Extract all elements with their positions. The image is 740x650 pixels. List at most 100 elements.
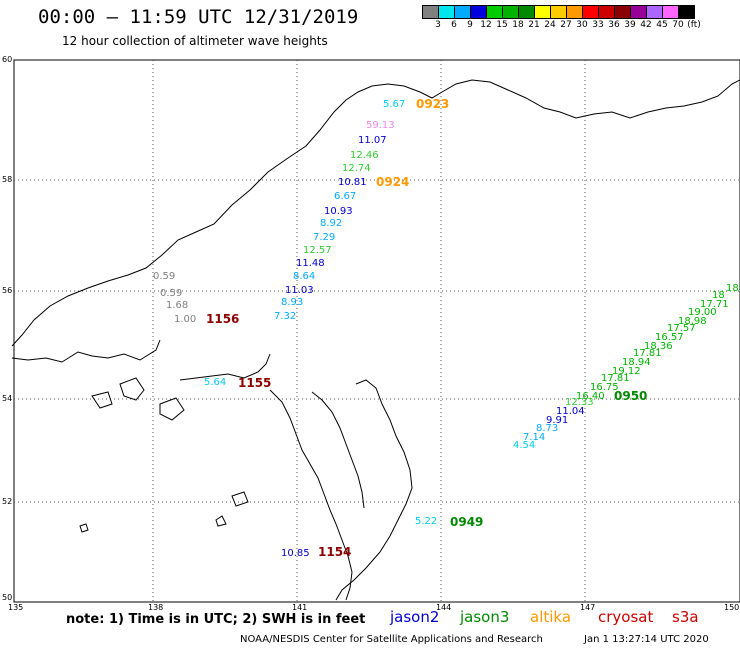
- coast-island-2: [91, 391, 113, 409]
- sat-legend-jason2: jason2: [390, 608, 440, 626]
- footer-note: note: 1) Time is in UTC; 2) SWH is in fe…: [66, 612, 366, 627]
- coast-sakhalin: [335, 379, 413, 601]
- color-scale-label: 21: [528, 20, 540, 30]
- coast-okhotsk-north: [11, 79, 740, 347]
- wave-height-value: 18.98: [678, 316, 707, 327]
- latitude-label: 52: [2, 497, 12, 506]
- map-subtitle: 12 hour collection of altimeter wave hei…: [62, 34, 328, 48]
- color-scale-label: (ft): [687, 20, 701, 30]
- pass-time: 0924: [376, 175, 409, 189]
- wave-height-value: 5.22: [415, 516, 437, 527]
- coast-mainland-south: [269, 389, 353, 601]
- sat-legend-cryosat: cryosat: [598, 608, 654, 626]
- latitude-label: 54: [2, 394, 12, 403]
- wave-height-value: 8.92: [320, 218, 342, 229]
- color-swatch: [678, 5, 695, 19]
- color-scale-label: 3: [435, 20, 441, 30]
- wave-height-value: 5.64: [204, 377, 226, 388]
- color-scale-legend: 3 6 9 12 15 18 21 24 27 30 33 36 39 42 45 70 (ft): [422, 5, 701, 33]
- color-scale-label: 33: [592, 20, 604, 30]
- sat-legend-jason3: jason3: [460, 608, 510, 626]
- wave-height-value: 5.67: [383, 99, 405, 110]
- wave-height-value: 8.93: [281, 297, 303, 308]
- wave-height-value: 16.75: [590, 382, 619, 393]
- wave-height-value: 6.67: [334, 191, 356, 202]
- wave-height-value: 12.74: [342, 163, 371, 174]
- coastline: [11, 79, 740, 601]
- wave-height-value: 4.54: [513, 440, 535, 451]
- color-scale-label: 39: [624, 20, 636, 30]
- wave-height-value: 10.85: [281, 548, 310, 559]
- sat-legend-s3a: s3a: [672, 608, 699, 626]
- wave-height-labels: 5.6759.1311.0712.4612.7410.816.6710.938.…: [153, 99, 740, 559]
- wave-height-value: 17.81: [633, 348, 662, 359]
- longitude-label: 150: [724, 603, 739, 612]
- color-scale-label: 15: [496, 20, 508, 30]
- color-scale-label: 45: [656, 20, 668, 30]
- color-scale-label: 24: [544, 20, 556, 30]
- color-scale-label: 18: [512, 20, 524, 30]
- wave-height-value: 7.14: [523, 432, 545, 443]
- wave-height-value: 8.73: [536, 423, 558, 434]
- color-scale-label: 30: [576, 20, 588, 30]
- pass-time-labels: 0923 0924 1156 1155 0949 1154 0950: [206, 97, 647, 559]
- pass-time: 1155: [238, 376, 271, 390]
- latitude-label: 50: [2, 593, 12, 602]
- longitude-label: 138: [148, 603, 163, 612]
- wave-height-value: 7.32: [274, 311, 296, 322]
- pass-time: 1156: [206, 312, 239, 326]
- longitude-label: 147: [580, 603, 595, 612]
- color-scale-label: 6: [451, 20, 457, 30]
- wave-height-value: 8.64: [293, 271, 315, 282]
- coast-sakhalin-bay: [179, 353, 271, 381]
- color-scale-label: 9: [467, 20, 473, 30]
- color-scale-swatches: [422, 5, 695, 19]
- pass-time: 1154: [318, 545, 351, 559]
- latitude-label: 56: [2, 286, 12, 295]
- coast-islet-2: [215, 515, 227, 527]
- generated-time: Jan 1 13:27:14 UTC 2020: [584, 634, 709, 645]
- wave-height-value: 12.57: [303, 245, 332, 256]
- wave-height-value: 10.81: [338, 177, 367, 188]
- wave-height-value: 11.04: [556, 406, 585, 417]
- latitude-labels: 60 58 56 54 52 50: [2, 55, 12, 602]
- map-frame: [13, 59, 740, 603]
- coast-islet-1: [231, 491, 249, 507]
- latitude-label: 58: [2, 175, 12, 184]
- wave-height-value: 11.48: [296, 258, 325, 269]
- color-scale-label: 70: [672, 20, 684, 30]
- wave-height-value: 17.57: [667, 323, 696, 334]
- wave-height-value: 7.29: [313, 232, 335, 243]
- wave-height-value: 17.81: [601, 373, 630, 384]
- coast-siberia-east: [11, 339, 161, 363]
- latitude-label: 60: [2, 55, 12, 64]
- wave-height-value: 10.93: [324, 206, 353, 217]
- coast-shantar: [119, 377, 145, 401]
- wave-height-value: 18.94: [622, 357, 651, 368]
- coast-islet-3: [79, 523, 89, 533]
- wave-height-value: 12.46: [350, 150, 379, 161]
- wave-height-value: 1.00: [174, 314, 196, 325]
- coast-gulf: [311, 391, 365, 509]
- wave-height-value: 16.40: [576, 391, 605, 402]
- wave-height-value: 18: [712, 290, 725, 301]
- graticule: [14, 60, 740, 602]
- wave-height-value: 19.00: [688, 307, 717, 318]
- wave-height-value: 19.12: [612, 366, 641, 377]
- wave-height-value: 11.07: [358, 135, 387, 146]
- longitude-label: 141: [292, 603, 307, 612]
- longitude-label: 144: [436, 603, 451, 612]
- sat-legend-altika: altika: [530, 608, 572, 626]
- coast-island-1: [159, 397, 185, 421]
- wave-height-value: 0.59: [160, 288, 182, 299]
- color-scale-label: 42: [640, 20, 652, 30]
- wave-height-value: 18.36: [644, 341, 673, 352]
- wave-height-value: 11.03: [285, 285, 314, 296]
- wave-height-value: 1.68: [166, 300, 188, 311]
- pass-time: 0923: [416, 97, 449, 111]
- pass-time: 0950: [614, 389, 647, 403]
- pass-time: 0949: [450, 515, 483, 529]
- color-scale-labels: 3 6 9 12 15 18 21 24 27 30 33 36 39 42 45 70 (ft): [422, 19, 701, 33]
- wave-height-value: 9.91: [546, 415, 568, 426]
